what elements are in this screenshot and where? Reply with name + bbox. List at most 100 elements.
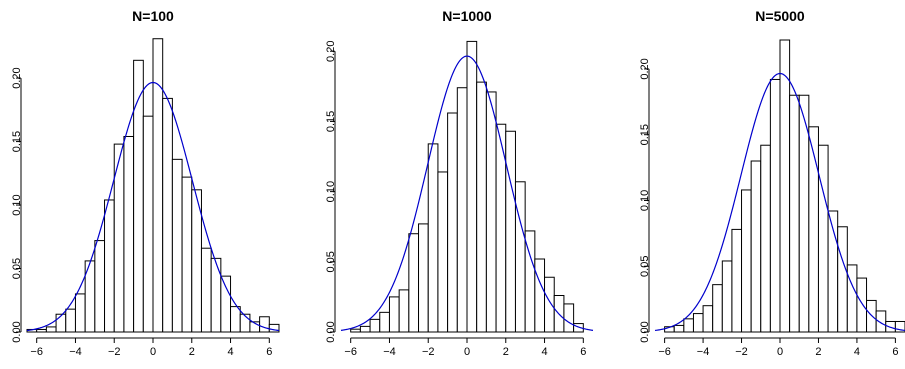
- histogram-bar: [45, 326, 57, 333]
- histogram-bar: [817, 144, 829, 333]
- histogram-bar: [398, 289, 410, 333]
- histogram-bar: [563, 303, 575, 333]
- y-tick-label: 0.05: [639, 256, 651, 277]
- bars: [26, 38, 280, 333]
- histogram-bar: [750, 160, 762, 333]
- histogram-bar: [769, 78, 781, 333]
- histogram-bar: [94, 240, 106, 333]
- x-tick-label: 6: [892, 346, 898, 358]
- x-tick-label: −6: [344, 346, 357, 358]
- histogram-bar: [268, 323, 280, 333]
- histogram-bar: [856, 277, 868, 333]
- x-tick-label: −4: [697, 346, 710, 358]
- x-tick-label: 0: [150, 346, 156, 358]
- x-tick-label: −4: [69, 346, 82, 358]
- histogram-bar: [731, 228, 743, 333]
- histogram-bar: [846, 264, 858, 333]
- histogram-bar: [673, 324, 685, 333]
- chart-title: N=5000: [755, 8, 805, 24]
- histogram-bar: [760, 144, 771, 333]
- histogram-bar: [142, 115, 154, 333]
- histogram-bar: [162, 97, 173, 333]
- x-tick-label: 4: [854, 346, 860, 358]
- y-tick-label: 0.05: [11, 258, 23, 279]
- panel-3: N=5000 −6 −4 −2 0 2 4 6 0.00 0.05 0.10 0.15 0.20: [639, 8, 905, 358]
- x-tick-label: 4: [227, 346, 233, 358]
- x-tick-label: 2: [189, 346, 195, 358]
- histogram-bar: [210, 257, 222, 333]
- histogram-bar: [837, 226, 848, 333]
- histogram-bar: [408, 233, 420, 333]
- histogram-bar: [418, 223, 429, 333]
- histogram-bar: [104, 199, 115, 333]
- histogram-bar: [741, 189, 752, 333]
- y-tick-label: 0.05: [325, 251, 337, 272]
- bars: [664, 39, 905, 333]
- histogram-bar: [359, 325, 371, 333]
- histogram-bar: [866, 299, 877, 333]
- y-tick-label: 0.15: [639, 124, 651, 145]
- histogram-bar: [181, 176, 193, 333]
- x-tick-label: 2: [503, 346, 509, 358]
- x-tick-label: −2: [735, 346, 748, 358]
- histogram-bar: [712, 284, 723, 333]
- histogram-bar: [447, 112, 458, 333]
- x-tick-label: 4: [541, 346, 547, 358]
- histogram-bar: [230, 306, 241, 333]
- histogram-bar: [427, 143, 439, 333]
- histogram-bar: [789, 94, 800, 333]
- y-tick-label: 0.20: [325, 41, 337, 62]
- histogram-bar: [259, 316, 270, 333]
- histogram-bar: [544, 276, 555, 333]
- panel-2: N=1000 −6 −4 −2 0 2 4 6 0.00 0.05 0.10 0.15 0.20: [325, 8, 594, 358]
- histogram-bar: [36, 328, 47, 333]
- y-tick-label: 0.15: [325, 111, 337, 132]
- x-tick-label: 0: [464, 346, 470, 358]
- x-tick-label: −6: [658, 346, 671, 358]
- y-tick-label: 0.20: [639, 58, 651, 79]
- histogram-bar: [721, 260, 733, 333]
- histogram-bar: [200, 247, 212, 333]
- y-tick-label: 0.10: [11, 194, 23, 215]
- y-tick-label: 0.00: [639, 321, 651, 342]
- x-tick-label: 0: [777, 346, 783, 358]
- bars: [350, 40, 584, 333]
- y-tick-label: 0.15: [11, 131, 23, 152]
- histogram-bar: [894, 320, 905, 333]
- histogram-bar: [534, 258, 546, 333]
- histogram-bar: [65, 308, 76, 333]
- x-tick-label: −2: [108, 346, 121, 358]
- histogram-bar: [369, 318, 381, 333]
- histogram-bar: [55, 313, 67, 333]
- histogram-bar: [875, 310, 887, 333]
- density-curve: [654, 72, 905, 332]
- histogram-bar: [350, 328, 361, 333]
- histogram-bar: [171, 158, 183, 333]
- histogram-bar: [476, 81, 487, 333]
- histogram-bar: [485, 91, 497, 333]
- histogram-bar: [239, 313, 251, 333]
- chart-title: N=100: [132, 8, 174, 24]
- histogram-bar: [505, 130, 516, 333]
- y-tick-label: 0.10: [639, 190, 651, 211]
- histogram-bar: [133, 59, 144, 333]
- histogram-bar: [683, 318, 694, 333]
- histogram-bar: [220, 275, 232, 333]
- x-tick-label: 2: [815, 346, 821, 358]
- histogram-bar: [379, 311, 390, 333]
- panel-1: N=100 −6 −4 −2 0 2 4 6 0.00 0.05 0.10 0.15 0.20: [11, 8, 280, 358]
- histogram-bar: [466, 40, 478, 333]
- y-tick-label: 0.00: [11, 321, 23, 342]
- x-tick-label: −2: [422, 346, 435, 358]
- histogram-bar: [123, 135, 135, 333]
- density-curve: [340, 55, 594, 331]
- histogram-bar: [702, 305, 714, 333]
- histogram-bar: [573, 323, 584, 333]
- x-tick-label: 6: [580, 346, 586, 358]
- histogram-bar: [514, 181, 526, 333]
- histogram-bar: [437, 171, 449, 333]
- x-tick-label: −6: [30, 346, 43, 358]
- histogram-bar: [74, 293, 86, 333]
